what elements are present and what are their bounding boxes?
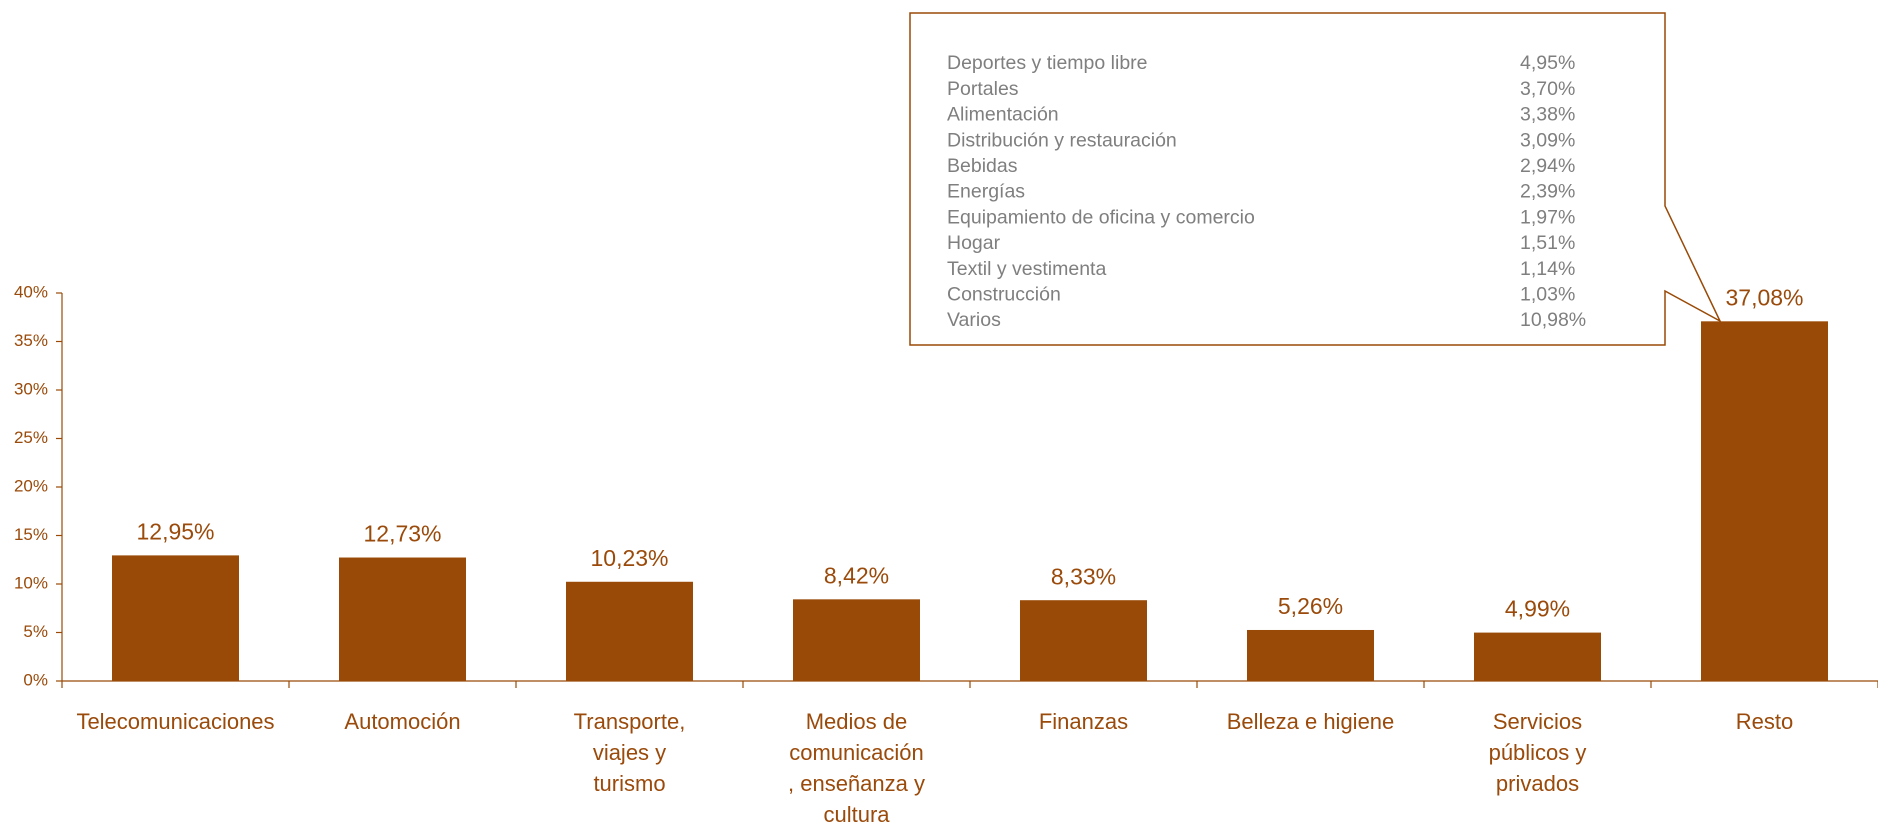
bar: [112, 555, 239, 681]
y-tick-label: 0%: [23, 670, 48, 689]
breakdown-value: 10,98%: [1520, 309, 1586, 331]
breakdown-name: Textil y vestimenta: [947, 258, 1106, 280]
x-tick-label: Servicios públicos y privados: [1488, 709, 1587, 796]
breakdown-name: Hogar: [947, 232, 1001, 254]
breakdown-name: Alimentación: [947, 104, 1059, 126]
y-tick-label: 10%: [14, 573, 48, 592]
bar: [566, 581, 693, 681]
bar: [1701, 321, 1828, 681]
bar: [1247, 629, 1374, 681]
y-tick-label: 5%: [23, 622, 48, 641]
breakdown-value: 1,97%: [1520, 206, 1575, 228]
breakdown-name: Portales: [947, 78, 1019, 100]
y-tick-label: 25%: [14, 428, 48, 447]
data-label: 12,95%: [136, 518, 214, 544]
y-tick-label: 35%: [14, 331, 48, 350]
breakdown-value: 3,38%: [1520, 104, 1575, 126]
breakdown-value: 4,95%: [1520, 52, 1575, 74]
breakdown-name: Deportes y tiempo libre: [947, 52, 1148, 74]
y-tick-label: 40%: [14, 282, 48, 301]
callout-box: [909, 12, 1722, 346]
data-label: 4,99%: [1505, 596, 1570, 622]
data-label: 10,23%: [590, 545, 668, 571]
breakdown-name: Bebidas: [947, 155, 1018, 177]
breakdown-name: Construcción: [947, 283, 1061, 305]
breakdown-value: 1,14%: [1520, 258, 1575, 280]
x-tick-label: Automoción: [344, 709, 461, 734]
bar: [1474, 632, 1601, 681]
x-tick-label: Finanzas: [1038, 709, 1129, 734]
bar: [793, 599, 920, 681]
bar: [1020, 600, 1147, 681]
data-label: 8,42%: [824, 562, 889, 588]
breakdown-name: Energías: [947, 181, 1025, 203]
data-label: 12,73%: [363, 521, 441, 547]
y-tick-label: 30%: [14, 379, 48, 398]
y-tick-label: 20%: [14, 476, 48, 495]
breakdown-value: 3,09%: [1520, 129, 1575, 151]
x-tick-label: Resto: [1735, 709, 1794, 734]
x-tick-label: Telecomunicaciones: [76, 709, 275, 734]
y-tick-label: 15%: [14, 525, 48, 544]
breakdown-name: Equipamiento de oficina y comercio: [947, 206, 1255, 228]
bar: [339, 557, 466, 681]
breakdown-value: 2,39%: [1520, 181, 1575, 203]
x-tick-label: Transporte, viajes y turismo: [573, 709, 686, 796]
breakdown-value: 3,70%: [1520, 78, 1575, 100]
breakdown-name: Distribución y restauración: [947, 129, 1177, 151]
breakdown-value: 1,51%: [1520, 232, 1575, 254]
breakdown-value: 2,94%: [1520, 155, 1575, 177]
x-tick-label: Belleza e higiene: [1226, 709, 1395, 734]
breakdown-value: 1,03%: [1520, 283, 1575, 305]
data-label: 5,26%: [1278, 593, 1343, 619]
data-label: 37,08%: [1725, 284, 1803, 310]
breakdown-name: Varios: [947, 309, 1001, 331]
x-tick-label: Medios de comunicación , enseñanza y cul…: [788, 709, 925, 827]
data-label: 8,33%: [1051, 563, 1116, 589]
